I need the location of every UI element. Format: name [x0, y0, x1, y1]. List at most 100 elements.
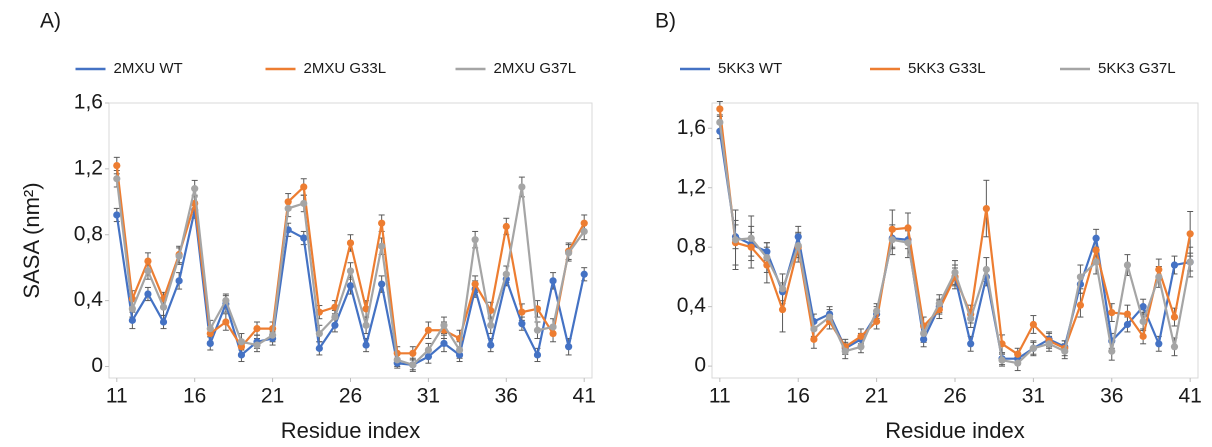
data-point	[237, 343, 246, 351]
data-point	[113, 161, 121, 170]
data-point	[113, 175, 121, 183]
y-tick-label: 0	[694, 354, 706, 377]
data-point	[1155, 340, 1163, 348]
data-point	[873, 307, 881, 315]
data-point	[904, 239, 912, 247]
data-point	[113, 211, 121, 219]
y-tick-label: 0,8	[677, 235, 706, 258]
x-axis-label: Residue index	[885, 418, 1024, 443]
x-tick-label: 16	[183, 385, 206, 408]
data-point	[982, 204, 990, 213]
data-point	[1014, 359, 1022, 367]
data-point	[763, 253, 771, 262]
data-point	[502, 222, 510, 231]
data-point	[1029, 344, 1037, 352]
plot-frame	[711, 102, 1199, 379]
series-line	[115, 165, 586, 355]
y-tick-label: 0	[91, 354, 103, 377]
x-tick-label: 41	[1178, 385, 1201, 408]
data-point	[1155, 265, 1163, 274]
data-point	[284, 198, 292, 206]
data-point	[128, 316, 136, 324]
data-point	[378, 242, 386, 250]
data-point	[565, 249, 573, 257]
data-point	[346, 239, 355, 247]
data-point	[159, 318, 168, 326]
data-point	[471, 236, 479, 244]
data-point	[362, 321, 370, 329]
data-point	[222, 318, 230, 326]
data-point	[1139, 317, 1147, 326]
x-tick-label: 21	[865, 385, 888, 408]
data-point	[1123, 320, 1132, 329]
data-point	[1092, 246, 1100, 254]
data-point	[873, 317, 881, 326]
data-point	[549, 323, 557, 331]
data-point	[1170, 261, 1179, 269]
data-point	[409, 361, 417, 369]
y-tick-label: 0,4	[677, 294, 707, 317]
data-point	[206, 329, 214, 338]
x-tick-label: 26	[943, 385, 966, 408]
data-point	[518, 183, 526, 191]
y-axis-label: SASA (nm²)	[19, 182, 44, 298]
data-point	[378, 280, 386, 288]
series-line	[718, 122, 1192, 365]
data-point	[128, 305, 136, 313]
data-point	[253, 324, 261, 333]
y-tick-label: 1,6	[677, 116, 706, 139]
data-point	[1155, 273, 1163, 281]
data-point	[253, 341, 261, 349]
data-point	[747, 234, 755, 242]
data-point	[763, 248, 771, 256]
panel-label: A)	[40, 10, 61, 33]
data-point	[982, 265, 990, 274]
data-point	[300, 234, 308, 242]
data-point	[1170, 343, 1179, 351]
data-point	[1061, 347, 1069, 355]
data-point	[144, 290, 152, 298]
data-point	[237, 338, 246, 346]
data-point	[1076, 301, 1085, 309]
data-point	[268, 331, 277, 339]
data-point	[284, 204, 292, 212]
data-point	[518, 320, 526, 328]
data-point	[549, 277, 557, 285]
data-point	[502, 270, 510, 278]
data-point	[857, 343, 865, 351]
data-point	[794, 233, 802, 241]
data-point	[888, 236, 896, 244]
legend-label: 2MXU G33L	[304, 60, 387, 77]
data-point	[533, 351, 542, 359]
data-point	[1076, 273, 1085, 281]
legend-label: 5KK3 G37L	[1098, 60, 1176, 77]
data-point	[487, 341, 495, 349]
data-point	[716, 105, 724, 113]
data-point	[331, 321, 339, 329]
data-point	[487, 321, 495, 329]
x-tick-label: 21	[261, 385, 284, 408]
x-axis-label: Residue index	[281, 418, 420, 443]
data-point	[904, 224, 912, 232]
data-point	[920, 329, 928, 338]
data-point	[222, 297, 230, 305]
data-point	[518, 308, 526, 316]
data-point	[580, 227, 588, 236]
data-point	[1170, 313, 1179, 321]
data-point	[159, 303, 168, 311]
data-point	[206, 324, 214, 333]
y-tick-label: 0,4	[74, 288, 104, 311]
data-point	[175, 277, 183, 285]
data-point	[362, 341, 370, 349]
data-point	[565, 343, 573, 351]
data-point	[409, 349, 417, 357]
data-point	[1108, 347, 1116, 355]
y-tick-label: 1,6	[74, 91, 103, 114]
data-point	[315, 329, 323, 338]
data-point	[794, 242, 802, 250]
y-tick-label: 1,2	[677, 175, 706, 198]
data-point	[315, 344, 323, 352]
data-point	[747, 243, 755, 251]
x-tick-label: 36	[495, 385, 518, 408]
